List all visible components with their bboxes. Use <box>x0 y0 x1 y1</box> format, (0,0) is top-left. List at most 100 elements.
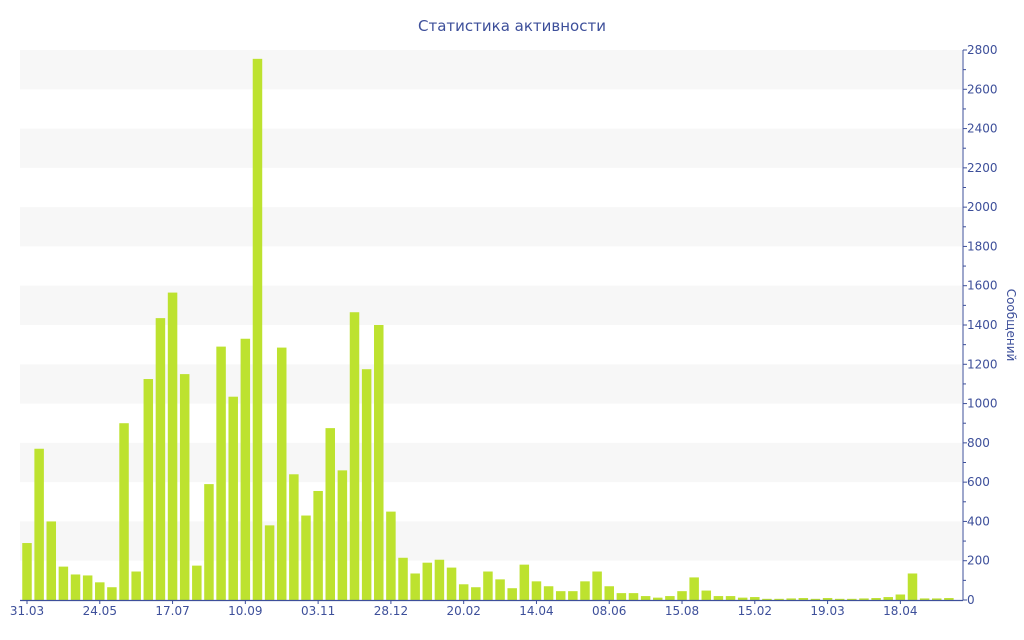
bar <box>143 379 154 600</box>
bar <box>204 484 214 600</box>
bar <box>507 588 517 600</box>
bar <box>46 521 57 600</box>
bar <box>834 598 845 600</box>
bar <box>701 590 712 600</box>
y-tick-label: 1000 <box>967 397 998 411</box>
bar <box>543 586 554 600</box>
bar <box>337 470 348 600</box>
x-tick-label: 15.08 <box>665 604 699 618</box>
bars <box>22 58 954 600</box>
grid-band <box>20 50 962 90</box>
bar <box>216 346 226 600</box>
x-tick-label: 24.05 <box>83 604 117 618</box>
y-axis-label: Сообщений <box>1004 289 1018 362</box>
bar <box>653 597 663 600</box>
bar <box>616 593 627 600</box>
grid-band <box>20 207 962 247</box>
y-tick-label: 1800 <box>967 239 998 253</box>
bar <box>713 596 724 600</box>
bar <box>422 562 433 600</box>
bar <box>932 598 942 600</box>
bar <box>810 598 821 600</box>
x-tick-label: 18.04 <box>883 604 917 618</box>
y-tick-label: 2200 <box>967 161 998 175</box>
x-axis: 31.03 24.05 17.07 10.09 03.11 28.12 20.02 14.04… <box>10 599 963 618</box>
bar <box>592 571 602 600</box>
bar <box>34 448 44 600</box>
y-tick-label: 2000 <box>967 200 998 214</box>
bar <box>374 325 384 600</box>
y-tick-label: 2600 <box>967 82 998 96</box>
bar <box>386 511 396 600</box>
y-tick-label: 1200 <box>967 357 998 371</box>
bar <box>944 598 954 600</box>
x-tick-label: 14.04 <box>519 604 553 618</box>
y-tick-label: 1400 <box>967 318 998 332</box>
y-tick-label: 1600 <box>967 279 998 293</box>
bar <box>276 347 287 600</box>
bar <box>410 573 420 600</box>
bar <box>131 571 141 600</box>
x-tick-label: 03.11 <box>301 604 335 618</box>
bar <box>264 525 275 600</box>
bar <box>240 338 251 600</box>
bar <box>531 581 542 600</box>
bar <box>179 374 190 600</box>
x-tick-label: 31.03 <box>10 604 44 618</box>
x-tick-label: 10.09 <box>228 604 262 618</box>
bar <box>737 597 748 600</box>
bar <box>325 428 335 600</box>
bar <box>313 490 323 600</box>
bar <box>22 543 32 600</box>
x-tick-label: 08.06 <box>592 604 626 618</box>
bar <box>555 591 566 600</box>
y-axis: 0 200 400 600 800 1000 1200 1400 1600 1800 2000 220… <box>962 43 998 607</box>
y-tick-label: 200 <box>967 554 990 568</box>
bar <box>495 579 505 600</box>
bar <box>665 596 675 600</box>
bar <box>774 598 784 600</box>
bar <box>107 587 117 600</box>
x-tick-label: 28.12 <box>374 604 408 618</box>
x-tick-label: 20.02 <box>447 604 481 618</box>
bar <box>119 423 129 600</box>
bar <box>446 567 457 600</box>
bar <box>750 597 760 600</box>
bar <box>398 557 408 600</box>
x-tick-label: 17.07 <box>155 604 189 618</box>
bar <box>580 581 590 600</box>
bar <box>349 312 360 600</box>
bar <box>883 597 893 600</box>
y-tick-label: 0 <box>967 593 975 607</box>
bar <box>604 586 614 600</box>
bar <box>70 574 81 600</box>
bar <box>434 559 445 600</box>
y-tick-label: 600 <box>967 475 990 489</box>
bar <box>725 596 736 600</box>
bar <box>519 564 530 600</box>
x-tick-label: 19.03 <box>810 604 844 618</box>
x-tick-label: 15.02 <box>738 604 772 618</box>
y-tick-label: 400 <box>967 514 990 528</box>
bar <box>568 591 578 600</box>
bar <box>471 587 481 600</box>
bar <box>907 573 918 600</box>
bar <box>628 593 639 600</box>
bar <box>798 598 809 600</box>
bar <box>483 571 493 600</box>
y-tick-label: 2400 <box>967 122 998 136</box>
bar <box>822 598 833 600</box>
bar <box>155 318 166 600</box>
bar <box>95 582 105 600</box>
bar <box>228 396 238 600</box>
bar <box>167 292 178 600</box>
bar <box>847 598 857 600</box>
chart-title: Статистика активности <box>418 17 606 35</box>
bar <box>58 566 69 600</box>
bar <box>192 565 202 600</box>
bar <box>786 598 796 600</box>
bar <box>361 369 372 600</box>
bar <box>859 598 869 600</box>
bar <box>301 515 311 600</box>
